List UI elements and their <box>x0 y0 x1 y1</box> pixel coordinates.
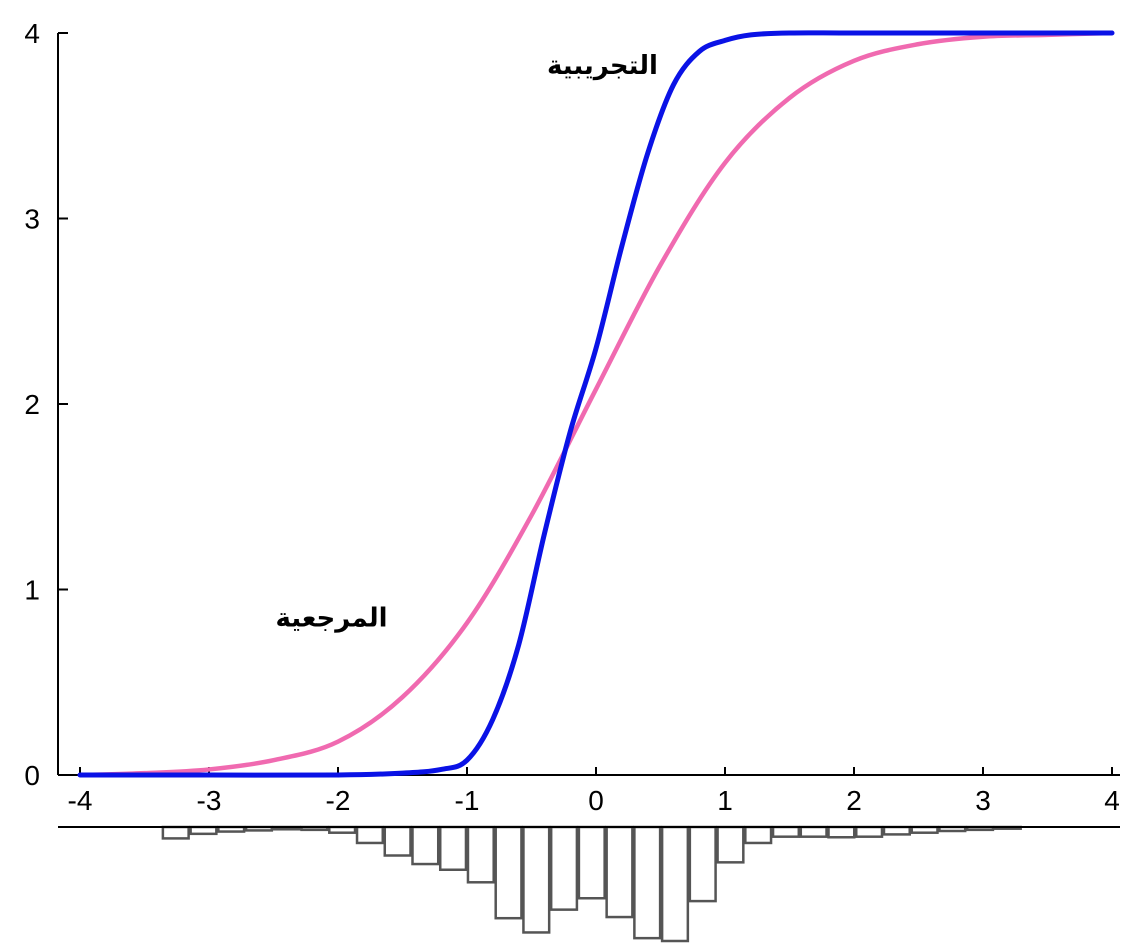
y-tick-label: 1 <box>24 575 40 606</box>
histogram-bar <box>827 825 856 839</box>
x-tick-label: 2 <box>846 785 862 816</box>
histogram-bar <box>577 825 606 900</box>
histogram-bar <box>383 825 412 857</box>
histogram-bar <box>355 825 385 845</box>
x-tick-label: 3 <box>975 785 991 816</box>
histogram-bar <box>438 825 468 871</box>
x-tick-label: -1 <box>455 785 480 816</box>
histogram-bar <box>549 825 579 911</box>
histogram-bar <box>605 825 634 919</box>
histogram-bar <box>633 825 662 940</box>
histogram-bar <box>799 825 828 838</box>
histogram-bar <box>688 825 717 903</box>
axes <box>57 33 1120 828</box>
x-tick-label: 4 <box>1104 785 1120 816</box>
series <box>77 30 1115 778</box>
histogram-bar <box>855 825 884 838</box>
histogram-bar <box>660 825 690 943</box>
y-tick-label: 3 <box>24 204 40 235</box>
histogram-bar <box>161 825 190 840</box>
x-tick-label: -4 <box>68 785 93 816</box>
x-tick-label: 1 <box>717 785 733 816</box>
y-tick-label: 4 <box>24 18 40 49</box>
histogram-bar <box>771 825 801 838</box>
histogram-bar <box>522 825 551 934</box>
annotation-experimental: التجريبية <box>547 51 658 81</box>
histogram-bar <box>189 825 218 836</box>
annotation-reference: المرجعية <box>276 604 388 634</box>
series-line-experimental <box>77 30 1115 778</box>
x-tick-label: -2 <box>326 785 351 816</box>
histogram-bar <box>411 825 440 866</box>
histogram-bar <box>466 825 495 884</box>
x-tick-label: 0 <box>588 785 604 816</box>
histogram-bar <box>744 825 773 845</box>
y-tick-label: 2 <box>24 389 40 420</box>
histogram-bar <box>882 825 911 836</box>
histogram-bar <box>716 825 745 864</box>
series-line-reference <box>77 30 1115 778</box>
histogram <box>161 825 1022 943</box>
histogram-bar <box>494 825 523 920</box>
annotations: التجريبية المرجعية <box>276 51 658 634</box>
y-tick-label: 0 <box>24 760 40 791</box>
x-tick-label: -3 <box>197 785 222 816</box>
